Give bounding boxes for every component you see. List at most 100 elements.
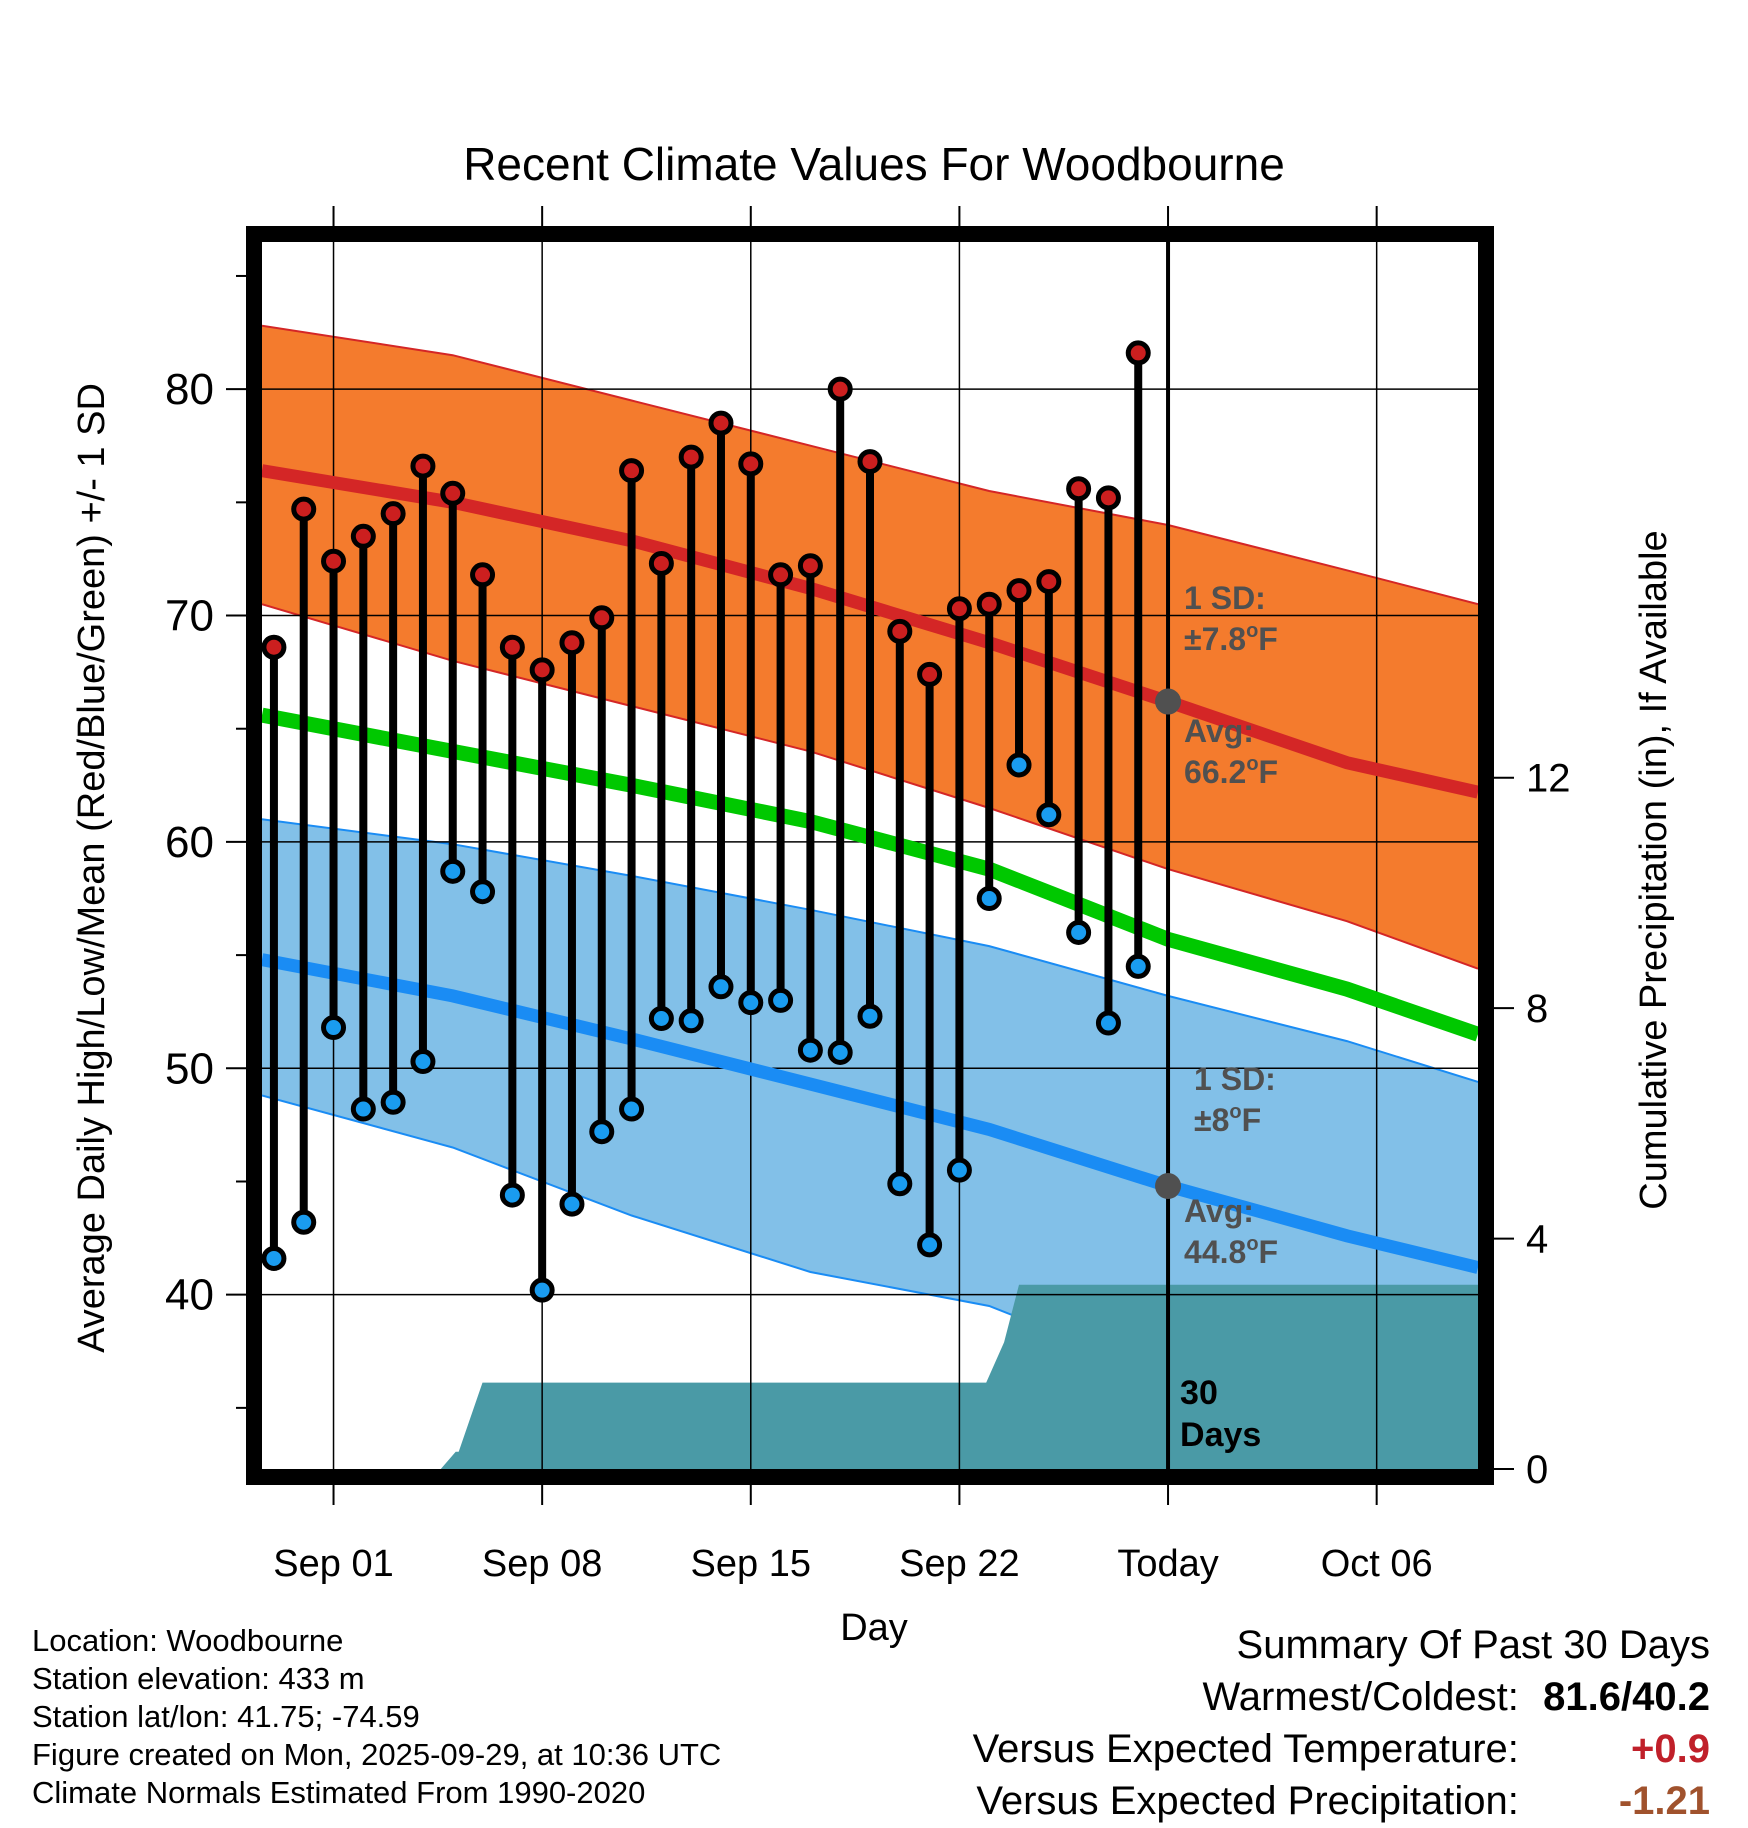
high-sd-value-unit: F	[1258, 621, 1278, 657]
daily-low-point	[768, 987, 794, 1013]
summary-warm-cold: Warmest/Coldest: 81.6/40.2	[1203, 1674, 1711, 1720]
daily-low-point	[291, 1209, 317, 1235]
daily-high-point	[350, 523, 376, 549]
daily-high-point	[857, 449, 883, 475]
daily-low-point	[827, 1039, 853, 1065]
daily-high-point	[917, 661, 943, 687]
daily-high-point	[589, 605, 615, 631]
info-location: Location: Woodbourne	[32, 1623, 344, 1658]
daily-high-point	[529, 657, 555, 683]
daily-low-point	[410, 1049, 436, 1075]
daily-low-point	[1006, 752, 1032, 778]
low-avg-value: 44.8oF	[1184, 1233, 1278, 1270]
daily-high-point	[827, 376, 853, 402]
info-created: Figure created on Mon, 2025-09-29, at 10…	[32, 1737, 722, 1772]
high-avg-label: Avg:	[1184, 713, 1254, 749]
low-sd-value-unit: F	[1242, 1102, 1262, 1138]
daily-low-point	[797, 1037, 823, 1063]
daily-high-point	[410, 453, 436, 479]
daily-low-point	[976, 886, 1002, 912]
precip-area	[333, 1284, 1478, 1469]
y2-tick-label: 8	[1526, 987, 1548, 1031]
daily-high-point	[380, 501, 406, 527]
summary-title: Summary Of Past 30 Days	[1236, 1623, 1710, 1667]
daily-high-point	[1095, 485, 1121, 511]
daily-high-point	[797, 553, 823, 579]
high-sd-value-value: ±7.8	[1184, 621, 1246, 657]
chart-title: Recent Climate Values For Woodbourne	[463, 138, 1285, 190]
today-avg-low-marker	[1155, 1173, 1182, 1200]
daily-high-point	[678, 444, 704, 470]
daily-high-point	[321, 548, 347, 574]
info-normals: Climate Normals Estimated From 1990-2020	[32, 1775, 646, 1810]
daily-low-point	[1036, 802, 1062, 828]
summary-precipitation: Versus Expected Precipitation: -1.21	[976, 1778, 1710, 1824]
daily-high-point	[470, 562, 496, 588]
daily-high-point	[262, 634, 287, 660]
high-sd-value-degree: o	[1246, 620, 1258, 642]
x-tick-label: Oct 06	[1321, 1543, 1433, 1585]
summary-temperature: Versus Expected Temperature: +0.9	[973, 1726, 1710, 1772]
low-avg-label: Avg:	[1184, 1193, 1254, 1229]
daily-low-point	[440, 858, 466, 884]
daily-low-point	[1066, 919, 1092, 945]
daily-high-point	[946, 596, 972, 622]
daily-high-point	[648, 550, 674, 576]
high-sd-value: ±7.8oF	[1184, 620, 1278, 657]
daily-high-point	[976, 591, 1002, 617]
high-avg-value-value: 66.2	[1184, 754, 1246, 790]
daily-high-point	[708, 410, 734, 436]
high-avg-value: 66.2oF	[1184, 753, 1278, 790]
days-label: 30	[1180, 1374, 1218, 1412]
daily-high-point	[619, 458, 645, 484]
y-axis-label: Average Daily High/Low/Mean (Red/Blue/Gr…	[71, 383, 113, 1353]
days-label-2: Days	[1180, 1416, 1261, 1454]
daily-low-point	[917, 1232, 943, 1258]
daily-high-point	[499, 634, 525, 660]
low-sd-value-degree: o	[1229, 1101, 1241, 1123]
x-axis-label: Day	[840, 1607, 908, 1649]
daily-high-point	[1066, 476, 1092, 502]
high-sd-upper-edge	[262, 324, 1478, 606]
low-avg-value-unit: F	[1259, 1234, 1279, 1270]
station-info: Location: Woodbourne Station elevation: …	[32, 1622, 721, 1812]
y-tick-label: 60	[165, 818, 214, 867]
daily-low-point	[738, 990, 764, 1016]
y2-tick-label: 4	[1526, 1218, 1548, 1262]
today-avg-high-marker	[1155, 688, 1182, 715]
daily-low-point	[678, 1008, 704, 1034]
low-sd-label: 1 SD:	[1194, 1061, 1276, 1097]
daily-high-point	[738, 451, 764, 477]
y2-tick-label: 0	[1526, 1448, 1548, 1492]
x-tick-label: Today	[1117, 1543, 1218, 1585]
daily-high-point	[768, 562, 794, 588]
daily-low-point	[887, 1171, 913, 1197]
daily-high-point	[559, 630, 585, 656]
low-sd-value: ±8oF	[1194, 1101, 1261, 1138]
daily-high-point	[887, 618, 913, 644]
daily-high-point	[291, 496, 317, 522]
high-avg-value-unit: F	[1259, 754, 1279, 790]
daily-low-point	[619, 1096, 645, 1122]
summary-temp-label: Versus Expected Temperature:	[972, 1727, 1519, 1771]
daily-low-point	[708, 974, 734, 1000]
x-tick-label: Sep 01	[273, 1543, 393, 1585]
daily-low-point	[1095, 1010, 1121, 1036]
x-tick-label: Sep 22	[899, 1543, 1019, 1585]
daily-high-point	[1006, 578, 1032, 604]
high-avg-value-degree: o	[1246, 753, 1258, 775]
daily-low-point	[589, 1119, 615, 1145]
summary-warm-cold-label: Warmest/Coldest:	[1202, 1675, 1519, 1719]
y-tick-label: 70	[165, 592, 214, 641]
y-tick-label: 40	[165, 1271, 214, 1320]
x-tick-label: Sep 08	[482, 1543, 602, 1585]
y-tick-label: 50	[165, 1044, 214, 1093]
low-avg-value-degree: o	[1246, 1233, 1258, 1255]
daily-low-point	[380, 1089, 406, 1115]
daily-high-point	[440, 480, 466, 506]
low-avg-value-value: 44.8	[1184, 1234, 1246, 1270]
info-elevation: Station elevation: 433 m	[32, 1661, 365, 1696]
high-sd-label: 1 SD:	[1184, 580, 1266, 616]
